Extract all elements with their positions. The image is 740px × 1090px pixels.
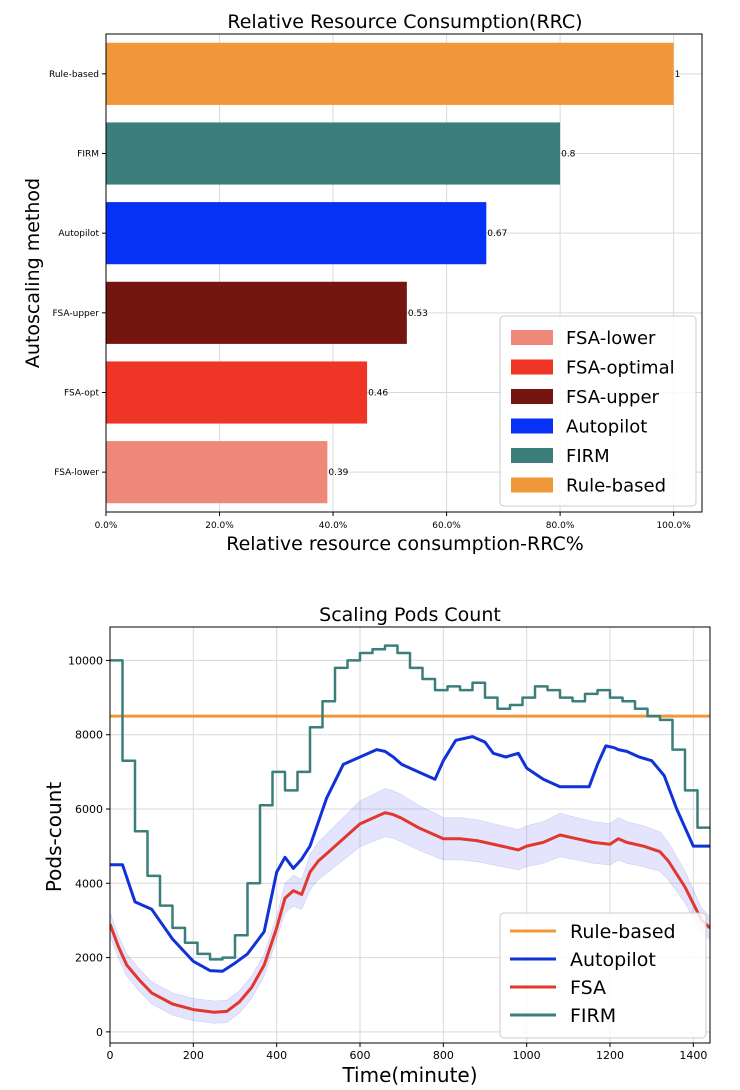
line-y-tick-label: 8000 xyxy=(75,729,103,742)
bar-legend-swatch xyxy=(511,477,553,493)
bar-legend-label: FSA-upper xyxy=(566,387,660,408)
bar-fsa-upper xyxy=(106,281,407,344)
line-chart-ylabel: Pods-count xyxy=(42,782,66,893)
bar-legend-label: FSA-optimal xyxy=(566,358,675,379)
line-y-tick-label: 4000 xyxy=(75,877,103,890)
line-y-tick-label: 6000 xyxy=(75,803,103,816)
bar-fsa-lower xyxy=(106,441,328,504)
bar-chart-legend: FSA-lower FSA-optimal FSA-upper Autopilot FI… xyxy=(499,315,697,507)
bar-value-label: 0.39 xyxy=(328,468,348,478)
bar-legend-label: Rule-based xyxy=(566,476,666,497)
line-legend-label: FSA xyxy=(570,977,606,999)
line-x-tick-label: 1400 xyxy=(679,1049,707,1062)
bar-y-tick-label: FSA-opt xyxy=(64,389,99,399)
fsa-confidence-band xyxy=(110,788,710,1024)
bar-value-label: 0.46 xyxy=(368,389,388,399)
bar-x-tick-label: 100.0% xyxy=(656,521,691,531)
bar-legend-swatch xyxy=(511,330,553,345)
bar-autopilot xyxy=(106,202,487,265)
bar-legend-label: FIRM xyxy=(566,446,610,467)
bar-chart-ylabel: Autoscaling method xyxy=(22,178,44,368)
bar-legend-label: Autopilot xyxy=(566,417,647,438)
bar-legend-swatch xyxy=(511,359,553,375)
line-y-tick-label: 2000 xyxy=(75,952,103,965)
bar-y-tick-label: Autopilot xyxy=(58,229,99,239)
bar-fsa-opt xyxy=(106,361,368,424)
bar-legend-label: FSA-lower xyxy=(566,328,656,349)
bar-value-label: 0.67 xyxy=(487,229,507,239)
bar-x-tick-label: 0.0% xyxy=(95,521,118,531)
bar-legend-swatch xyxy=(511,389,553,404)
bar-value-label: 0.8 xyxy=(561,150,576,160)
bar-firm xyxy=(106,122,561,185)
line-y-tick-label: 10000 xyxy=(68,654,103,667)
line-x-tick-label: 600 xyxy=(350,1049,371,1062)
bar-plot-frame xyxy=(105,33,703,513)
bar-value-label: 0.53 xyxy=(408,309,428,319)
bar-legend-swatch xyxy=(511,418,553,434)
bar-chart: Relative Resource Consumption(RRC) 0.39 0… xyxy=(22,11,703,555)
line-x-tick-label: 0 xyxy=(107,1049,114,1062)
bar-x-tick-label: 20.0% xyxy=(205,521,234,531)
bar-x-tick-label: 80.0% xyxy=(546,521,575,531)
line-legend-box xyxy=(499,912,707,1039)
bar-y-tick-label: FSA-lower xyxy=(54,468,99,478)
bar-chart-title: Relative Resource Consumption(RRC) xyxy=(227,11,582,33)
line-chart-title: Scaling Pods Count xyxy=(319,604,501,626)
bar-y-tick-label: Rule-based xyxy=(49,70,99,80)
bar-value-label: 1 xyxy=(675,70,681,80)
bar-rule-based xyxy=(106,42,674,105)
bar-chart-xlabel: Relative resource consumption-RRC% xyxy=(226,533,584,555)
line-x-tick-label: 1000 xyxy=(513,1049,541,1062)
line-chart-xlabel: Time(minute) xyxy=(341,1063,477,1087)
line-legend-label: FIRM xyxy=(570,1005,616,1027)
bar-y-tick-label: FIRM xyxy=(77,150,99,160)
line-x-tick-label: 200 xyxy=(183,1049,204,1062)
line-x-tick-label: 1200 xyxy=(596,1049,624,1062)
line-chart-legend: Rule-based Autopilot FSA FIRM xyxy=(499,912,707,1039)
series-line-autopilot xyxy=(110,735,710,973)
bar-x-tick-label: 60.0% xyxy=(432,521,461,531)
series-line-firm xyxy=(110,644,710,961)
bar-x-tick-label: 40.0% xyxy=(319,521,348,531)
bar-legend-swatch xyxy=(511,448,553,463)
line-y-tick-label: 0 xyxy=(96,1026,103,1039)
line-chart: Scaling Pods Count 0 200 400 600 800 1000 1200… xyxy=(42,604,711,1087)
series-line-fsa xyxy=(110,811,710,1014)
bar-y-tick-label: FSA-upper xyxy=(53,309,100,319)
line-legend-label: Rule-based xyxy=(570,921,676,943)
line-x-tick-label: 400 xyxy=(266,1049,287,1062)
line-x-tick-label: 800 xyxy=(433,1049,454,1062)
line-legend-label: Autopilot xyxy=(570,949,656,971)
line-plot-frame xyxy=(109,626,711,1044)
